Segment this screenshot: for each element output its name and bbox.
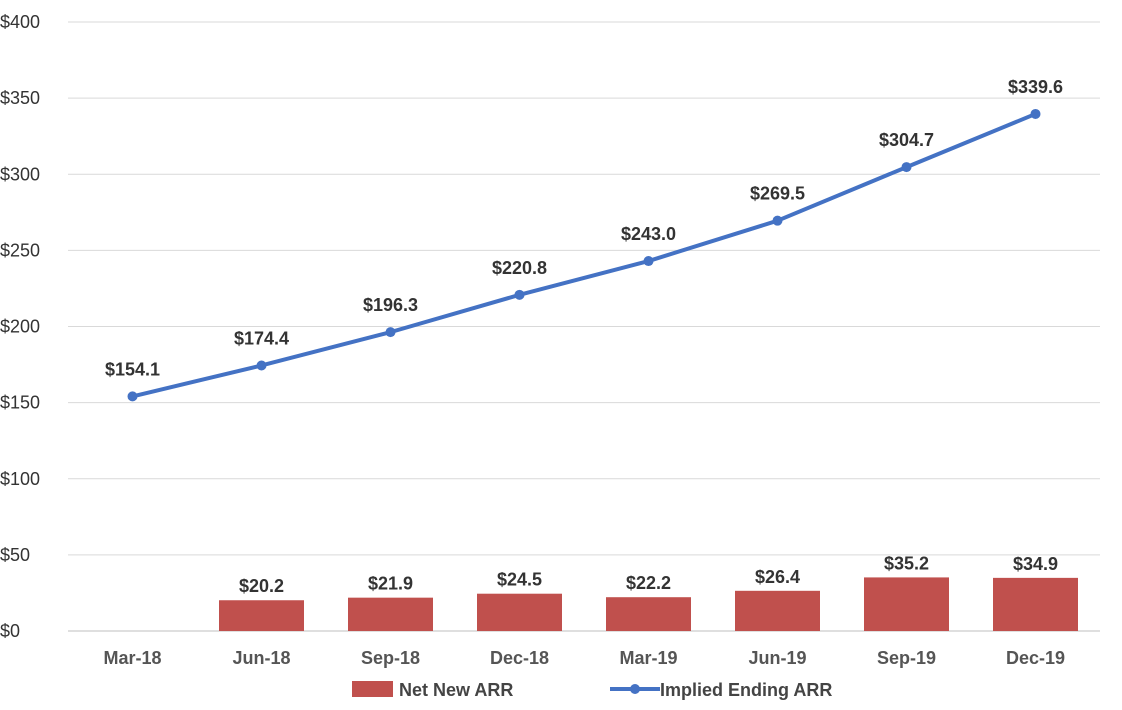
line-point [385, 327, 396, 338]
line-point [901, 162, 912, 173]
bar-data-label: $26.4 [755, 567, 800, 587]
line-data-label: $174.4 [234, 328, 289, 348]
line-point [514, 289, 525, 300]
y-axis: $0 $50 $100 $150 $200 $250 $300 $350 $400 [0, 12, 40, 641]
bar-data-label: $35.2 [884, 553, 929, 573]
line-point [1030, 108, 1041, 119]
y-tick-label: $200 [0, 317, 40, 337]
bar-data-label: $21.9 [368, 574, 413, 594]
bar [348, 597, 433, 631]
gridlines [68, 21, 1100, 632]
bar [219, 600, 304, 631]
bar [477, 593, 562, 631]
y-tick-label: $350 [0, 88, 40, 108]
x-tick-label: Dec-19 [1006, 648, 1065, 668]
legend-label: Implied Ending ARR [660, 680, 832, 700]
y-tick-label: $50 [0, 545, 30, 565]
legend-swatch-marker [630, 684, 640, 694]
line-data-label: $339.6 [1008, 77, 1063, 97]
y-tick-label: $150 [0, 393, 40, 413]
bar-data-label: $20.2 [239, 576, 284, 596]
line-data-label: $220.8 [492, 258, 547, 278]
bar-series-net-new-arr: $20.2 $21.9 $24.5 $22.2 $26.4 $35.2 $34.9 [219, 553, 1078, 631]
x-tick-label: Mar-19 [619, 648, 677, 668]
x-tick-label: Sep-19 [877, 648, 936, 668]
line-data-label: $154.1 [105, 359, 160, 379]
line-point [772, 215, 783, 226]
legend-swatch-bar [352, 681, 393, 697]
bar [606, 597, 691, 631]
x-tick-label: Sep-18 [361, 648, 420, 668]
x-tick-label: Jun-18 [232, 648, 290, 668]
bar [864, 577, 949, 631]
line-point [643, 256, 654, 267]
bar-data-label: $34.9 [1013, 554, 1058, 574]
y-tick-label: $100 [0, 469, 40, 489]
line-data-label: $196.3 [363, 295, 418, 315]
x-axis: Mar-18 Jun-18 Sep-18 Dec-18 Mar-19 Jun-19 Sep-… [103, 648, 1065, 668]
line-data-label: $243.0 [621, 224, 676, 244]
y-tick-label: $300 [0, 164, 40, 184]
line-data-label: $269.5 [750, 184, 805, 204]
line-point [127, 391, 138, 402]
bar [993, 577, 1078, 631]
bar [735, 590, 820, 631]
y-tick-label: $0 [0, 621, 20, 641]
series-line [132, 112, 1037, 399]
x-tick-label: Dec-18 [490, 648, 549, 668]
x-tick-label: Mar-18 [103, 648, 161, 668]
bar-data-label: $22.2 [626, 573, 671, 593]
line-series-implied-ending-arr: $154.1 $174.4 $196.3 $220.8 $243.0 $269.5 $304… [105, 77, 1063, 402]
y-tick-label: $250 [0, 240, 40, 260]
line-point [256, 360, 267, 371]
line-data-label: $304.7 [879, 130, 934, 150]
bar-data-label: $24.5 [497, 570, 542, 590]
legend-label: Net New ARR [399, 680, 513, 700]
x-tick-label: Jun-19 [748, 648, 806, 668]
legend: Net New ARR Implied Ending ARR [352, 680, 832, 700]
y-tick-label: $400 [0, 12, 40, 32]
